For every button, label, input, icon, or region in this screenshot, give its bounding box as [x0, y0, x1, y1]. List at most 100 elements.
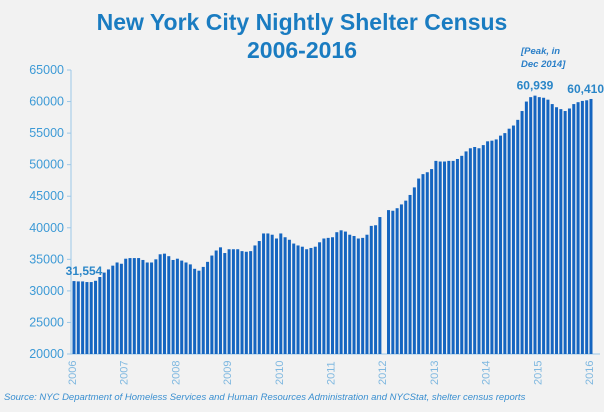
bar: [300, 246, 304, 354]
bar: [369, 225, 373, 354]
bar: [85, 282, 89, 354]
bar: [94, 280, 98, 354]
bar: [589, 98, 593, 354]
bar: [490, 140, 494, 354]
x-tick-label: 2010: [274, 361, 286, 385]
bar: [102, 272, 106, 354]
bar: [343, 231, 347, 354]
bar: [76, 281, 80, 354]
y-tick-label: 65000: [29, 63, 64, 77]
bar: [503, 133, 507, 354]
bar: [249, 251, 253, 354]
x-tick-label: 2011: [326, 361, 338, 385]
bar: [417, 178, 421, 354]
y-tick-label: 40000: [29, 221, 64, 235]
bar: [524, 101, 528, 354]
bar: [421, 174, 425, 354]
data-label: 60,410: [567, 82, 604, 96]
bar: [309, 247, 313, 354]
bar: [408, 194, 412, 354]
bar: [473, 146, 477, 354]
bar: [201, 266, 205, 354]
bar: [305, 249, 309, 354]
peak-annotation-line1: [Peak, in: [520, 46, 560, 57]
y-tick-label: 60000: [29, 95, 64, 109]
x-tick-label: 2006: [67, 361, 79, 385]
bar: [132, 258, 136, 354]
bar: [580, 100, 584, 355]
bar: [352, 235, 356, 354]
bar: [494, 139, 498, 354]
bar: [555, 107, 559, 354]
bar: [520, 111, 524, 355]
bar: [533, 95, 537, 354]
bar: [378, 217, 382, 354]
bar: [313, 246, 317, 354]
bar: [98, 277, 102, 354]
bar: [326, 237, 330, 354]
bar: [257, 241, 261, 354]
bar: [511, 125, 515, 354]
bar: [141, 259, 145, 354]
bar: [365, 234, 369, 354]
bar: [546, 99, 550, 354]
bar: [374, 225, 378, 354]
bar: [244, 251, 248, 354]
bar: [559, 109, 563, 354]
bar: [572, 104, 576, 354]
bar: [223, 253, 227, 354]
bar: [322, 238, 326, 354]
bar: [499, 135, 503, 354]
bar: [270, 234, 274, 354]
bar: [542, 97, 546, 354]
bar: [236, 249, 240, 354]
bar: [115, 262, 119, 354]
bar: [537, 97, 541, 354]
x-tick-label: 2012: [377, 361, 389, 385]
x-tick-label: 2014: [481, 361, 493, 385]
bar: [404, 200, 408, 354]
bar: [106, 269, 110, 354]
bar: [391, 210, 395, 354]
bar: [412, 187, 416, 354]
bar: [167, 256, 171, 354]
y-tick-label: 30000: [29, 284, 64, 298]
bar: [283, 237, 287, 354]
bar: [180, 260, 184, 354]
bar: [460, 155, 464, 354]
y-tick-label: 45000: [29, 189, 64, 203]
bar: [188, 264, 192, 354]
chart-title-line1: New York City Nightly Shelter Census: [96, 9, 508, 35]
bar: [274, 238, 278, 354]
bar: [438, 161, 442, 354]
x-tick-label: 2009: [222, 361, 234, 385]
bar: [348, 234, 352, 354]
bar: [171, 259, 175, 354]
bar: [214, 250, 218, 354]
bar: [447, 160, 451, 354]
x-tick-label: 2008: [170, 361, 182, 385]
bar: [430, 169, 434, 354]
bar: [162, 253, 166, 354]
bar: [507, 128, 511, 354]
y-tick-label: 25000: [29, 315, 64, 329]
bar: [339, 230, 343, 354]
bar: [356, 238, 360, 354]
bar: [287, 239, 291, 354]
bar: [585, 100, 589, 354]
bar: [175, 258, 179, 354]
bar: [193, 268, 197, 354]
bar: [81, 281, 85, 354]
bar: [361, 237, 365, 354]
y-tick-label: 55000: [29, 126, 64, 140]
bar: [197, 270, 201, 354]
bar: [266, 233, 270, 354]
bar: [529, 97, 533, 354]
bar: [516, 119, 520, 354]
bar: [451, 160, 455, 354]
bar: [550, 104, 554, 354]
bar: [206, 261, 210, 354]
y-tick-label: 50000: [29, 158, 64, 172]
bar: [455, 158, 459, 354]
